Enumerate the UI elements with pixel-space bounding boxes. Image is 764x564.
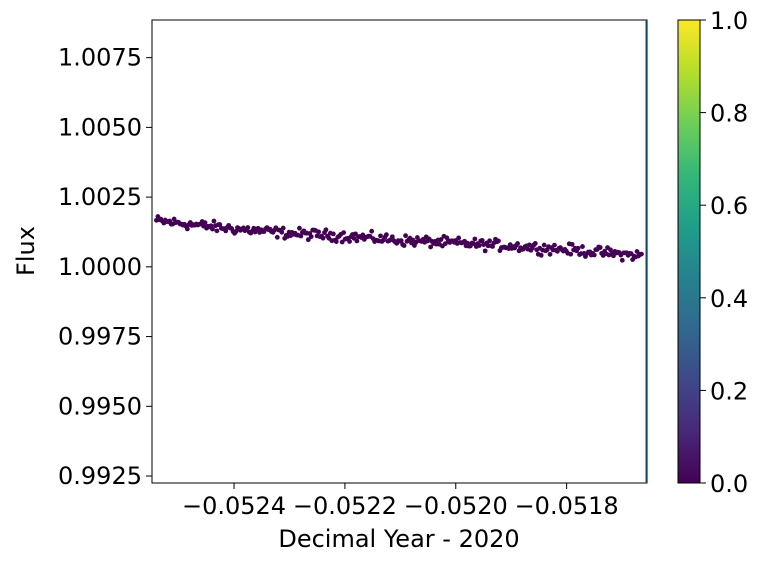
data-point	[472, 236, 478, 242]
data-point	[389, 234, 395, 240]
data-point	[297, 225, 302, 231]
data-point	[279, 229, 285, 235]
data-point	[378, 233, 383, 239]
data-point	[384, 232, 389, 238]
data-point	[171, 216, 177, 222]
plot-area	[151, 19, 648, 484]
colorbar-tick-label: 0.0	[710, 470, 748, 498]
x-tick-label: −0.0518	[515, 492, 619, 520]
data-point	[280, 225, 286, 231]
data-point	[354, 238, 360, 244]
data-point	[369, 228, 375, 234]
data-point	[496, 238, 501, 244]
x-tick-label: −0.0520	[404, 492, 508, 520]
data-points	[154, 214, 644, 263]
data-point	[210, 226, 215, 232]
data-point	[308, 234, 314, 240]
data-point	[482, 248, 488, 254]
data-point	[401, 243, 407, 248]
y-tick-label: 0.9950	[58, 392, 142, 420]
data-point	[476, 243, 482, 248]
colorbar-tick-label: 1.0	[710, 7, 748, 35]
data-point	[547, 251, 553, 257]
data-point	[639, 251, 644, 257]
x-tick-label: −0.0522	[293, 492, 397, 520]
data-point	[233, 229, 239, 234]
data-point	[398, 238, 404, 244]
data-point	[316, 229, 321, 235]
data-point	[202, 220, 208, 226]
data-point	[569, 242, 575, 247]
colorbar-tick-label: 0.8	[710, 100, 748, 128]
x-axis-label: Decimal Year - 2020	[278, 525, 519, 553]
data-point	[456, 235, 462, 241]
data-point	[428, 244, 434, 250]
data-point	[305, 237, 311, 243]
colorbar-ticks: 0.0 0.2 0.4 0.6 0.8 1.0	[700, 7, 748, 498]
data-point	[532, 241, 538, 246]
data-point	[470, 241, 476, 246]
data-point	[347, 239, 352, 244]
data-point	[538, 252, 544, 258]
data-point	[568, 251, 574, 257]
data-point	[619, 257, 625, 263]
data-point	[211, 218, 217, 224]
data-point	[339, 239, 345, 245]
y-tick-label: 1.0050	[58, 113, 142, 141]
data-point	[353, 231, 358, 237]
data-point	[487, 238, 493, 244]
colorbar-tick-label: 0.6	[710, 192, 748, 220]
data-point	[608, 247, 613, 253]
data-point	[298, 233, 304, 239]
colorbar: 0.0 0.2 0.4 0.6 0.8 1.0	[677, 7, 748, 498]
data-point	[333, 239, 339, 244]
y-tick-label: 1.0000	[58, 253, 142, 281]
data-point	[217, 222, 223, 227]
y-axis-label: Flux	[12, 226, 40, 276]
data-point	[323, 227, 329, 233]
colorbar-gradient	[677, 19, 701, 484]
data-point	[274, 234, 280, 240]
colorbar-tick-label: 0.2	[710, 377, 748, 405]
data-point	[634, 249, 640, 254]
data-point	[442, 241, 448, 247]
data-point	[330, 231, 336, 237]
data-point	[479, 238, 485, 243]
data-point	[403, 233, 408, 239]
data-point	[341, 230, 347, 236]
x-axis: −0.0524 −0.0522 −0.0520 −0.0518	[182, 483, 619, 520]
data-point	[184, 226, 190, 232]
y-tick-label: 1.0075	[58, 44, 142, 72]
y-tick-label: 0.9975	[58, 323, 142, 351]
data-point	[591, 252, 597, 258]
data-point	[214, 228, 220, 234]
data-point	[580, 244, 585, 249]
data-point	[438, 237, 444, 242]
data-point	[597, 245, 603, 250]
data-point	[515, 241, 521, 246]
colorbar-tick-label: 0.4	[710, 285, 748, 313]
y-tick-label: 1.0025	[58, 183, 142, 211]
data-point	[575, 245, 581, 251]
data-point	[320, 235, 326, 241]
y-axis: 0.9925 0.9950 0.9975 1.0000 1.0025 1.0050 1.00…	[58, 44, 152, 490]
data-point	[541, 242, 547, 248]
y-tick-label: 0.9925	[58, 462, 142, 490]
data-point	[552, 242, 557, 248]
data-point	[245, 225, 251, 230]
x-tick-label: −0.0524	[182, 492, 286, 520]
data-point	[527, 242, 532, 248]
data-point	[490, 244, 495, 249]
